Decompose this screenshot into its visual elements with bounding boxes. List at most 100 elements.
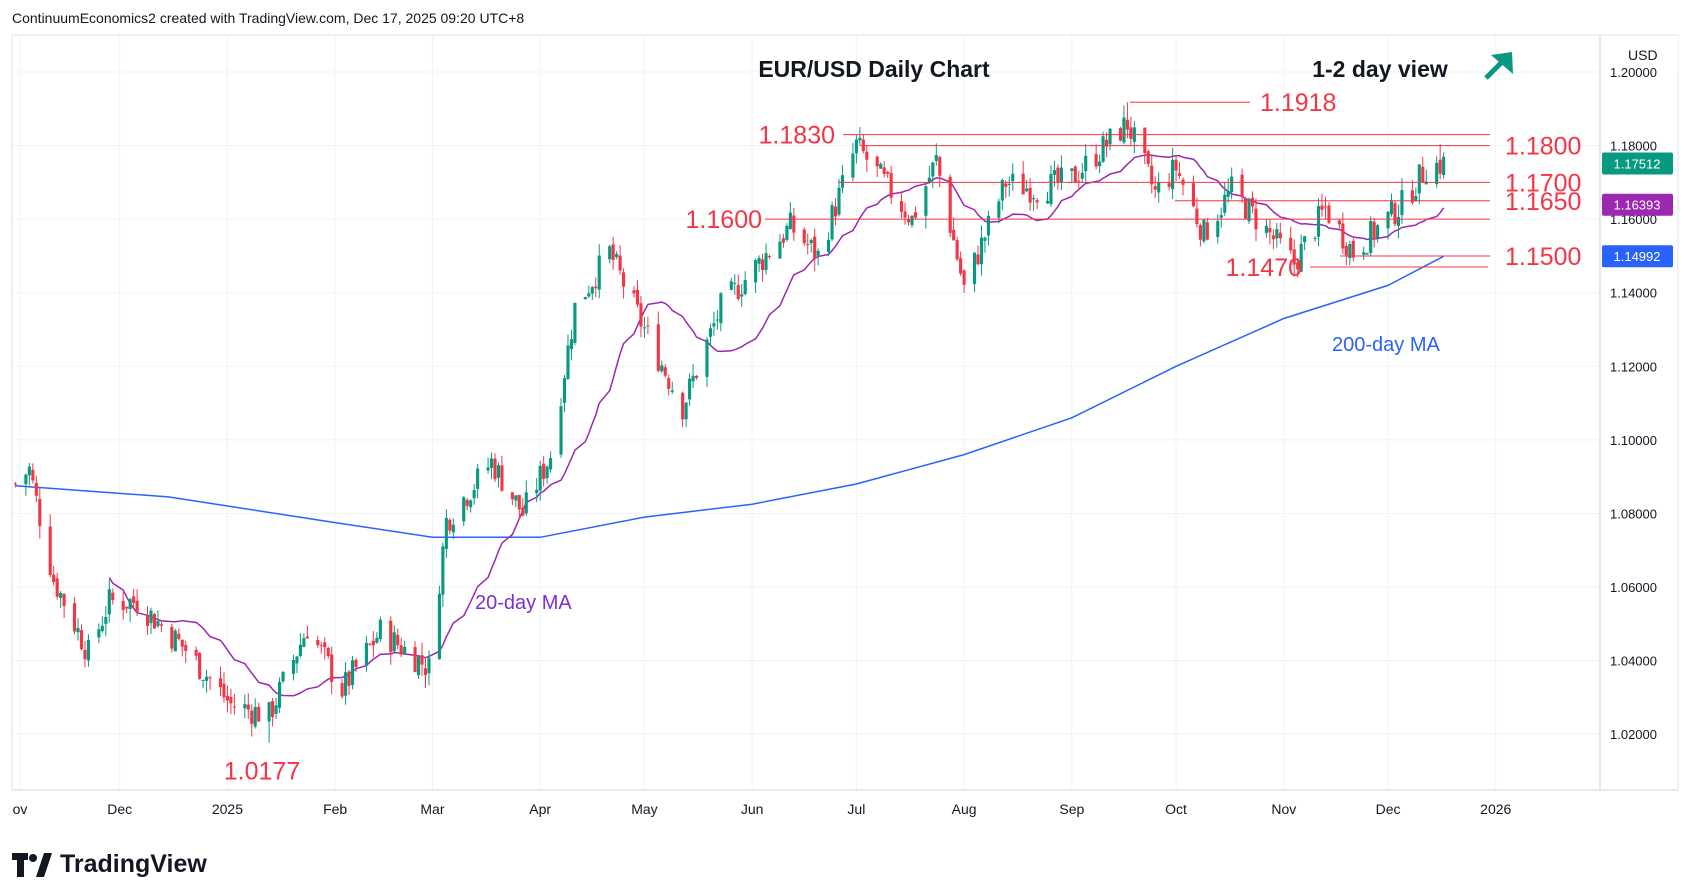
candle-body [462, 497, 466, 522]
candle-body [149, 610, 153, 624]
candle-body [1289, 237, 1293, 251]
candle-body [785, 225, 789, 240]
candle-body [281, 672, 285, 682]
candle-body [326, 647, 330, 657]
x-tick-label: Dec [107, 801, 132, 817]
up-right-arrow-icon [1484, 52, 1513, 80]
x-tick-label: May [631, 801, 657, 817]
candle-body [1045, 200, 1050, 204]
candle-body [1337, 220, 1341, 225]
price-tag-label: 1.16393 [1614, 198, 1661, 213]
candle-body [670, 390, 674, 392]
level-label: 1.1600 [686, 206, 762, 234]
price-axis[interactable]: USD [11, 34, 1679, 791]
candle-body [316, 640, 320, 646]
candle-body [1011, 173, 1015, 181]
candle-body [72, 603, 77, 632]
candle-body [1198, 225, 1202, 240]
candle-body [792, 215, 796, 233]
candle-body [274, 705, 278, 714]
candle-body [271, 701, 275, 717]
candle-body [38, 499, 42, 527]
candle-body [740, 294, 744, 297]
candle-body [858, 137, 862, 141]
candle-body [486, 467, 490, 471]
candle-body [802, 229, 806, 244]
candle-body [705, 339, 709, 377]
candle-body [1327, 205, 1331, 223]
candle-body [959, 258, 963, 274]
candle-body [1101, 136, 1105, 162]
candle-body [344, 672, 348, 696]
tradingview-logo[interactable]: TradingView [12, 850, 207, 879]
candle-body [1073, 166, 1077, 183]
ma200-path [15, 255, 1444, 539]
candle-body [997, 201, 1001, 218]
candle-body [1400, 190, 1404, 216]
candle-body [13, 483, 18, 485]
candle-body [378, 619, 382, 640]
candle-body [962, 270, 966, 285]
candle-body [952, 229, 956, 241]
candle-body [253, 707, 257, 727]
candle-body [1230, 176, 1234, 193]
candle-body [788, 212, 792, 230]
candle-body [816, 250, 820, 256]
candle-body [291, 659, 296, 674]
candle-body [476, 468, 480, 489]
candle-body [295, 656, 299, 664]
candle-body [910, 215, 914, 226]
candle-body [906, 219, 911, 223]
x-tick-label: ov [13, 801, 28, 817]
price-tag [1602, 245, 1673, 268]
candle-body [840, 175, 845, 188]
candle-body [257, 706, 261, 722]
candle-body [27, 466, 31, 476]
candle-body [1244, 199, 1248, 219]
candle-body [1171, 159, 1175, 190]
candle-body [1389, 200, 1394, 215]
level-label: 1.1650 [1505, 188, 1581, 216]
candle-body [1098, 161, 1102, 167]
candle-body [500, 465, 504, 491]
x-tick-label: Nov [1271, 801, 1296, 817]
candle-body [573, 302, 577, 343]
candle-body [1372, 221, 1376, 240]
candle-body [1223, 194, 1227, 213]
candle-body [1007, 183, 1011, 185]
candle-body [302, 638, 306, 647]
candle-body [347, 671, 351, 686]
currency-label: USD [1628, 47, 1658, 63]
x-ticks: ov Dec 2025 Feb Mar Apr May Jun Jul Aug Sep Oct Nov D… [13, 801, 1512, 817]
candle-body [1202, 219, 1206, 242]
candle-body [1226, 190, 1230, 197]
candle-body [934, 155, 938, 161]
candle-body [660, 365, 664, 372]
candle-body [1070, 168, 1074, 172]
candle-body [159, 624, 163, 626]
price-tag-label: 1.14992 [1614, 249, 1661, 264]
candle-body [899, 201, 904, 212]
candle-body [451, 524, 455, 533]
candle-body [642, 327, 646, 329]
candle-body [594, 286, 598, 289]
candle-body [48, 526, 52, 576]
candle-body [111, 592, 115, 601]
candle-body [1000, 180, 1004, 201]
candle-body [1393, 203, 1397, 225]
candle-body [267, 702, 271, 722]
level-label: 1.1918 [1260, 89, 1336, 117]
candle-body [1146, 151, 1150, 164]
price-tag-label: 1.17512 [1614, 157, 1661, 172]
candle-body [208, 677, 212, 679]
price-tag [1602, 193, 1673, 216]
candle-body [743, 279, 747, 295]
candle-body [59, 592, 63, 598]
candle-body [931, 162, 935, 177]
candle-body [76, 628, 80, 633]
candle-body [1049, 173, 1053, 205]
candle-body [851, 153, 855, 178]
candle-body [1205, 222, 1209, 240]
candle-body [1362, 252, 1366, 255]
candle-body [542, 463, 546, 479]
